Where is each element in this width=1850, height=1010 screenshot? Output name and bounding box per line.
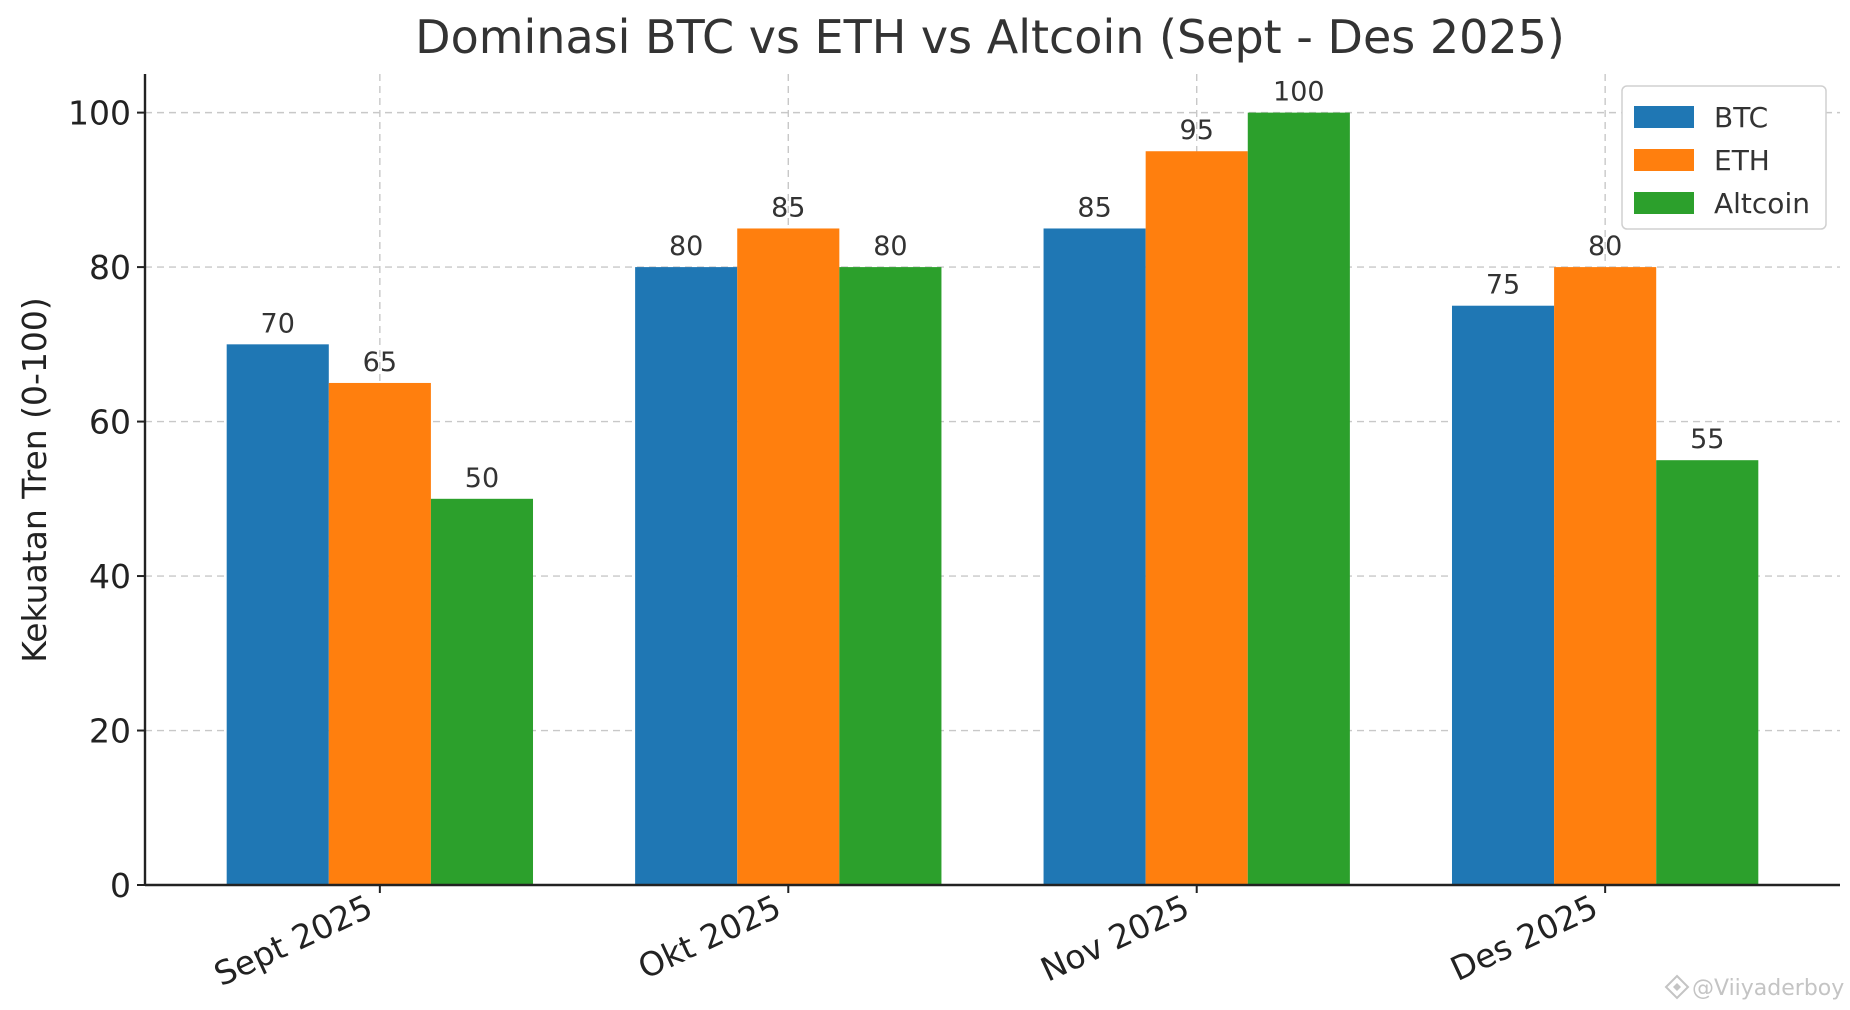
bars	[226, 112, 1759, 886]
watermark-text: @Viiyaderboy	[1692, 976, 1844, 1001]
data-label: 80	[873, 231, 907, 262]
y-tick-label: 60	[89, 403, 131, 442]
data-label: 85	[1077, 192, 1111, 223]
y-tick-label: 0	[110, 866, 131, 905]
y-tick-label: 80	[89, 248, 131, 287]
bar-btc-1	[635, 267, 738, 886]
data-label: 75	[1486, 270, 1520, 301]
legend-label: ETH	[1714, 144, 1770, 177]
bar-altcoin-2	[1247, 112, 1350, 886]
data-label: 100	[1273, 77, 1325, 108]
x-tick-label: Des 2025	[1444, 887, 1603, 989]
bar-btc-3	[1451, 305, 1555, 885]
data-labels: 70 80 85 75 65 85 95 80 50 80 100 55	[261, 77, 1725, 494]
data-label: 55	[1690, 424, 1724, 455]
bar-eth-1	[737, 228, 840, 885]
legend-swatch-btc	[1634, 106, 1694, 128]
y-tick-label: 40	[89, 557, 131, 596]
data-label: 95	[1180, 115, 1214, 146]
x-tick-label: Sept 2025	[208, 887, 378, 994]
legend: BTC ETH Altcoin	[1621, 85, 1827, 230]
watermark: @Viiyaderboy	[1664, 974, 1844, 1001]
binance-logo-icon	[1664, 974, 1690, 1000]
bar-btc-0	[226, 344, 329, 885]
data-label: 80	[669, 231, 703, 262]
chart-title: Dominasi BTC vs ETH vs Altcoin (Sept - D…	[415, 10, 1565, 64]
data-label: 50	[465, 463, 499, 494]
x-tick-label: Okt 2025	[632, 887, 787, 987]
y-tick-label: 100	[68, 94, 131, 133]
bar-eth-2	[1145, 151, 1248, 885]
x-tick-label: Nov 2025	[1035, 887, 1195, 989]
bar-eth-0	[328, 382, 431, 885]
legend-swatch-altcoin	[1634, 192, 1694, 214]
bar-eth-3	[1554, 267, 1657, 886]
y-axis-label: Kekuatan Tren (0-100)	[15, 297, 54, 663]
legend-label: Altcoin	[1714, 187, 1810, 220]
data-label: 65	[363, 347, 397, 378]
data-label: 80	[1588, 231, 1622, 262]
data-label: 70	[261, 308, 295, 339]
bar-altcoin-1	[839, 267, 942, 886]
bar-altcoin-0	[430, 498, 534, 885]
legend-swatch-eth	[1634, 149, 1694, 171]
y-tick-label: 20	[89, 712, 131, 751]
bar-btc-2	[1043, 228, 1146, 885]
legend-label: BTC	[1714, 101, 1768, 134]
data-label: 85	[771, 192, 805, 223]
bar-altcoin-3	[1656, 460, 1759, 885]
